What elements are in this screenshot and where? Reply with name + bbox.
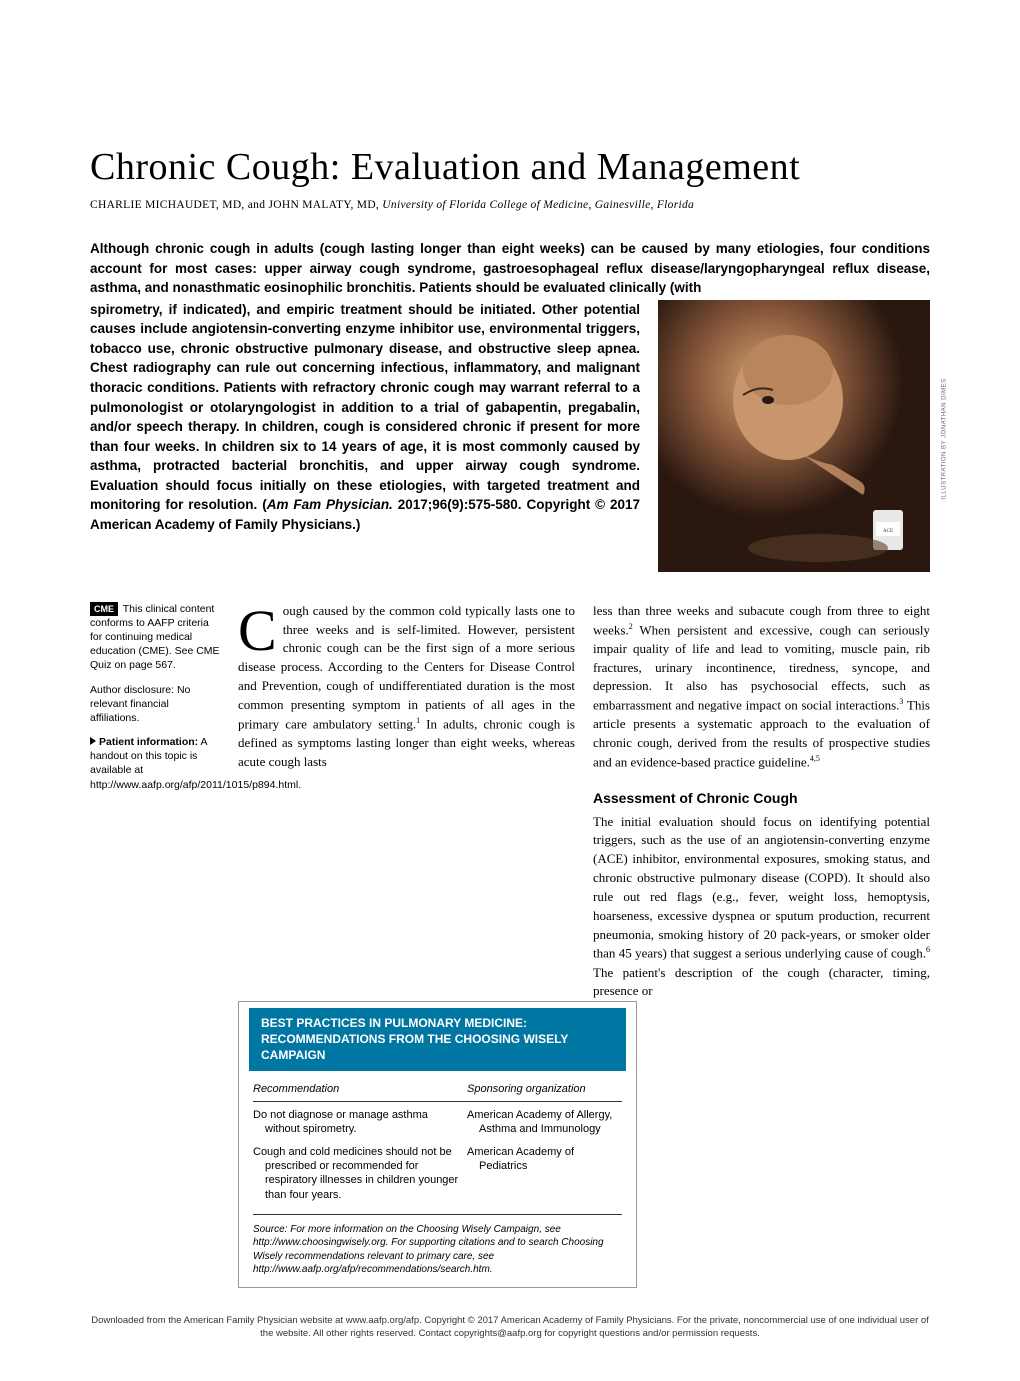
- illustration-svg: ACE: [658, 300, 930, 572]
- col2-p1b: When persistent and excessive, cough can…: [593, 622, 930, 713]
- author-line: CHARLIE MICHAUDET, MD, and JOHN MALATY, …: [90, 199, 930, 211]
- cme-badge: CME: [90, 602, 118, 616]
- abstract-citation: Am Fam Physician.: [267, 497, 393, 512]
- table-row: Do not diagnose or manage asthma without…: [253, 1102, 622, 1139]
- sidebar: CME This clinical content conforms to AA…: [90, 602, 220, 1002]
- col2-p2: The initial evaluation should focus on i…: [593, 814, 930, 961]
- main-text-columns: Cough caused by the common cold typicall…: [238, 602, 930, 1002]
- th-organization: Sponsoring organization: [467, 1079, 622, 1102]
- author-affiliation: University of Florida College of Medicin…: [382, 199, 694, 211]
- svg-text:ACE: ACE: [883, 529, 893, 534]
- col2-p2b: The patient's description of the cough (…: [593, 965, 930, 999]
- recommendations-table: Recommendation Sponsoring organization D…: [253, 1079, 622, 1210]
- box-source: Source: For more information on the Choo…: [253, 1223, 622, 1277]
- rec-cell: Do not diagnose or manage asthma without…: [253, 1102, 467, 1139]
- abstract-left-text: spirometry, if indicated), and empiric t…: [90, 302, 640, 513]
- column-2: less than three weeks and subacute cough…: [593, 602, 930, 1002]
- author-names: CHARLIE MICHAUDET, MD, and JOHN MALATY, …: [90, 199, 382, 211]
- patient-info: Patient information: A handout on this t…: [90, 735, 220, 792]
- col1-p1: ough caused by the common cold typically…: [238, 603, 575, 731]
- box-body: Recommendation Sponsoring organization D…: [239, 1079, 636, 1287]
- best-practices-box: BEST PRACTICES IN PULMONARY MEDICINE: RE…: [238, 1001, 637, 1288]
- illustration-credit: ILLUSTRATION BY JONATHAN DIMES: [941, 378, 947, 499]
- author-disclosure: Author disclosure: No relevant financial…: [90, 683, 220, 726]
- abstract-top: Although chronic cough in adults (cough …: [90, 239, 930, 298]
- lower-spacer: [90, 1001, 220, 1288]
- lower-row: BEST PRACTICES IN PULMONARY MEDICINE: RE…: [90, 1001, 930, 1288]
- section-heading: Assessment of Chronic Cough: [593, 788, 930, 808]
- org-cell: American Academy of Allergy, Asthma and …: [467, 1102, 622, 1139]
- abstract-row: spirometry, if indicated), and empiric t…: [90, 300, 930, 572]
- box-divider: [253, 1214, 622, 1215]
- ref-45: 4,5: [810, 754, 820, 763]
- article-title: Chronic Cough: Evaluation and Management: [90, 145, 930, 189]
- triangle-icon: [90, 737, 96, 745]
- lower-content: BEST PRACTICES IN PULMONARY MEDICINE: RE…: [238, 1001, 930, 1288]
- box-header: BEST PRACTICES IN PULMONARY MEDICINE: RE…: [249, 1008, 626, 1071]
- table-row: Cough and cold medicines should not be p…: [253, 1139, 622, 1210]
- page-footer: Downloaded from the American Family Phys…: [90, 1315, 930, 1341]
- column-1: Cough caused by the common cold typicall…: [238, 602, 575, 1002]
- cme-note: CME This clinical content conforms to AA…: [90, 602, 220, 673]
- right-gap: [655, 1001, 930, 1288]
- article-illustration: ACE ILLUSTRATION BY JONATHAN DIMES: [658, 300, 930, 572]
- dropcap: C: [238, 602, 283, 655]
- ref-6: 6: [926, 945, 930, 954]
- abstract-left: spirometry, if indicated), and empiric t…: [90, 300, 640, 572]
- rec-cell: Cough and cold medicines should not be p…: [253, 1139, 467, 1210]
- th-recommendation: Recommendation: [253, 1079, 467, 1102]
- patient-info-head: Patient information:: [99, 736, 198, 748]
- org-cell: American Academy of Pediatrics: [467, 1139, 622, 1210]
- body-columns: CME This clinical content conforms to AA…: [90, 602, 930, 1002]
